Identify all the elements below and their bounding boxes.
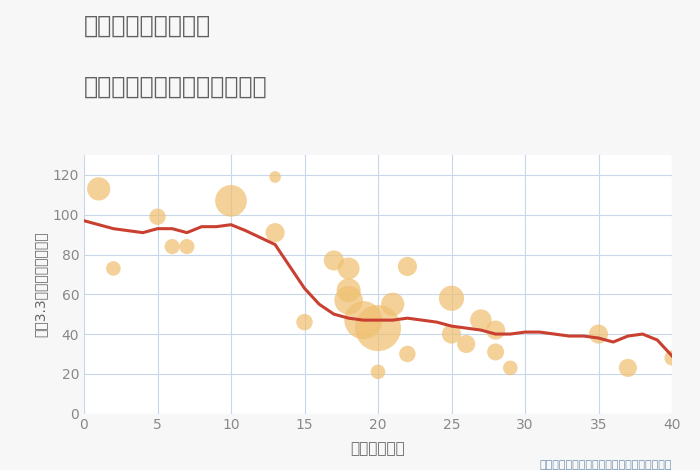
Point <box>343 265 354 272</box>
Point <box>93 185 104 193</box>
Point <box>372 368 384 376</box>
Point <box>402 263 413 270</box>
Point <box>593 330 604 338</box>
Point <box>181 243 193 251</box>
Point <box>387 300 398 308</box>
Point <box>108 265 119 272</box>
Point <box>490 348 501 356</box>
Text: 円の大きさは、取引のあった物件面積を示す: 円の大きさは、取引のあった物件面積を示す <box>540 460 672 470</box>
Point <box>343 287 354 294</box>
Point <box>505 364 516 372</box>
Text: 築年数別中古マンション価格: 築年数別中古マンション価格 <box>84 75 267 99</box>
Text: 奈良県橿原市大垣町: 奈良県橿原市大垣町 <box>84 14 211 38</box>
Point <box>622 364 634 372</box>
Point <box>299 318 310 326</box>
Point <box>343 297 354 304</box>
Point <box>446 330 457 338</box>
Point <box>490 326 501 334</box>
Point <box>402 350 413 358</box>
Point <box>475 316 486 324</box>
Point <box>446 295 457 302</box>
Point <box>167 243 178 251</box>
Point <box>270 173 281 181</box>
Point <box>666 354 678 362</box>
X-axis label: 築年数（年）: 築年数（年） <box>351 441 405 456</box>
Y-axis label: 坪（3.3㎡）単価（万円）: 坪（3.3㎡）単価（万円） <box>33 232 47 337</box>
Point <box>358 316 369 324</box>
Point <box>461 340 472 348</box>
Point <box>372 324 384 332</box>
Point <box>225 197 237 204</box>
Point <box>270 229 281 236</box>
Point <box>152 213 163 220</box>
Point <box>328 257 339 264</box>
